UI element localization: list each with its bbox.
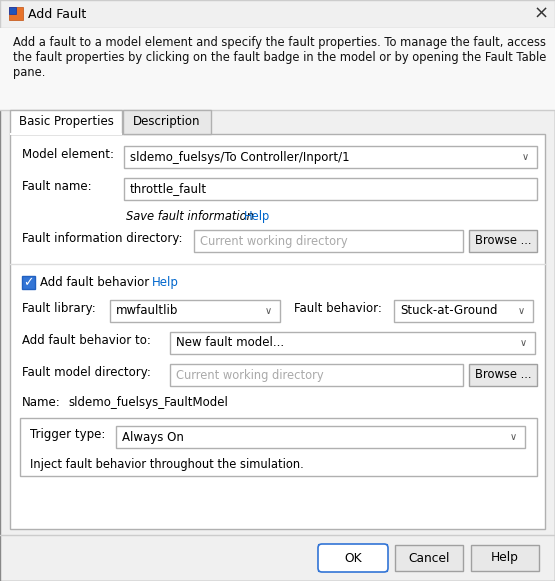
Text: Fault behavior:: Fault behavior: bbox=[294, 302, 382, 315]
Text: throttle_fault: throttle_fault bbox=[130, 182, 207, 195]
Text: OK: OK bbox=[344, 551, 362, 565]
Text: Inject fault behavior throughout the simulation.: Inject fault behavior throughout the sim… bbox=[30, 458, 304, 471]
FancyBboxPatch shape bbox=[318, 544, 388, 572]
Bar bbox=[123, 110, 211, 134]
Text: Model element:: Model element: bbox=[22, 148, 114, 161]
Text: sldemo_fuelsys/To Controller/Inport/1: sldemo_fuelsys/To Controller/Inport/1 bbox=[130, 150, 350, 163]
Text: Add Fault: Add Fault bbox=[28, 8, 86, 20]
Text: Stuck-at-Ground: Stuck-at-Ground bbox=[400, 304, 497, 317]
Bar bbox=[0, 28, 555, 110]
Text: ×: × bbox=[533, 5, 548, 23]
Text: Add a fault to a model element and specify the fault properties. To manage the f: Add a fault to a model element and speci… bbox=[13, 36, 546, 79]
Text: Current working directory: Current working directory bbox=[176, 368, 324, 382]
Text: Add fault behavior to:: Add fault behavior to: bbox=[22, 334, 151, 347]
Text: Name:: Name: bbox=[22, 396, 60, 409]
Bar bbox=[469, 230, 537, 252]
Bar bbox=[395, 545, 463, 571]
Text: Help: Help bbox=[244, 210, 270, 223]
Bar bbox=[22, 276, 35, 289]
Bar bbox=[170, 364, 463, 386]
Text: Add fault behavior: Add fault behavior bbox=[40, 276, 149, 289]
Text: Fault name:: Fault name: bbox=[22, 180, 92, 193]
Text: New fault model...: New fault model... bbox=[176, 336, 284, 350]
Bar bbox=[10, 110, 122, 134]
Text: Save fault information: Save fault information bbox=[126, 210, 254, 223]
Bar bbox=[319, 545, 387, 571]
Text: Cancel: Cancel bbox=[408, 551, 450, 565]
Bar bbox=[10, 134, 545, 529]
Bar bbox=[124, 178, 537, 200]
Text: Help: Help bbox=[152, 276, 179, 289]
Text: ∨: ∨ bbox=[264, 306, 271, 316]
Text: Description: Description bbox=[133, 116, 201, 128]
Text: Current working directory: Current working directory bbox=[200, 235, 347, 248]
Bar bbox=[110, 300, 280, 322]
Bar bbox=[9, 7, 16, 14]
Text: mwfaultlib: mwfaultlib bbox=[116, 304, 178, 317]
Bar bbox=[394, 300, 533, 322]
Text: ✓: ✓ bbox=[23, 276, 34, 289]
Text: Always On: Always On bbox=[122, 431, 184, 443]
Text: sldemo_fuelsys_FaultModel: sldemo_fuelsys_FaultModel bbox=[68, 396, 228, 409]
Bar bbox=[116, 426, 525, 448]
Bar bbox=[471, 545, 539, 571]
Text: Fault library:: Fault library: bbox=[22, 302, 96, 315]
Bar bbox=[20, 418, 537, 476]
Text: Browse ...: Browse ... bbox=[475, 235, 531, 248]
Text: Help: Help bbox=[491, 551, 519, 565]
Bar bbox=[194, 230, 463, 252]
Text: ∨: ∨ bbox=[519, 338, 527, 348]
Text: ∨: ∨ bbox=[517, 306, 524, 316]
Bar bbox=[170, 332, 535, 354]
Bar bbox=[9, 7, 23, 20]
Bar bbox=[124, 146, 537, 168]
Text: ∨: ∨ bbox=[522, 152, 528, 162]
Text: ∨: ∨ bbox=[509, 432, 517, 442]
Bar bbox=[9, 7, 23, 20]
Bar bbox=[469, 364, 537, 386]
Text: Fault model directory:: Fault model directory: bbox=[22, 366, 151, 379]
Text: Browse ...: Browse ... bbox=[475, 368, 531, 382]
Text: Basic Properties: Basic Properties bbox=[18, 116, 113, 128]
Text: Fault information directory:: Fault information directory: bbox=[22, 232, 183, 245]
Bar bbox=[0, 0, 555, 28]
Text: Trigger type:: Trigger type: bbox=[30, 428, 105, 441]
